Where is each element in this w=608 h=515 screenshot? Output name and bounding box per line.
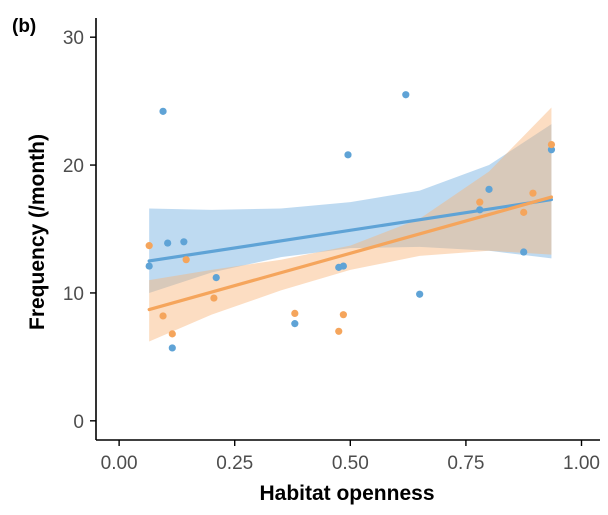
data-point-s2-11 xyxy=(529,189,537,197)
x-axis-title: Habitat openness xyxy=(259,482,434,505)
data-point-s2-4 xyxy=(182,256,190,264)
data-point-s1-3 xyxy=(164,239,172,247)
data-point-s1-11 xyxy=(402,91,410,99)
data-point-s2-2 xyxy=(159,312,167,320)
data-point-s2-12 xyxy=(547,141,556,149)
data-point-s1-7 xyxy=(291,320,299,328)
data-point-s1-12 xyxy=(416,290,424,298)
data-point-s2-7 xyxy=(335,327,343,335)
data-point-s1-9 xyxy=(339,262,347,270)
data-point-s1-10 xyxy=(344,151,352,159)
y-tick-label: 10 xyxy=(63,284,84,305)
data-points xyxy=(145,91,556,352)
data-point-s1-4 xyxy=(168,344,176,352)
x-tick-label: 0.75 xyxy=(447,453,484,474)
y-tick-label: 0 xyxy=(73,412,84,433)
data-point-s2-9 xyxy=(476,198,484,206)
data-point-s2-3 xyxy=(168,330,176,338)
y-tick-label: 20 xyxy=(63,156,84,177)
fit-lines xyxy=(147,195,554,312)
data-point-s2-1 xyxy=(145,242,153,250)
data-point-s2-5 xyxy=(210,294,218,302)
data-point-s1-13 xyxy=(476,206,484,214)
data-point-s1-2 xyxy=(159,107,167,115)
x-tick-label: 0.00 xyxy=(101,453,138,474)
data-point-s2-10 xyxy=(520,208,528,216)
x-axis-ticks: 0.00 0.25 0.50 0.75 1.00 xyxy=(101,440,600,474)
x-tick-label: 0.25 xyxy=(216,453,253,474)
data-point-s2-6 xyxy=(291,309,299,317)
y-axis-title: Frequency (/month) xyxy=(26,134,49,330)
y-tick-label: 30 xyxy=(63,28,84,49)
data-point-s1-5 xyxy=(180,238,188,246)
confidence-band-1 xyxy=(149,124,552,293)
data-point-s2-8 xyxy=(339,311,347,319)
data-point-s1-14 xyxy=(485,185,493,193)
fit-line-1 xyxy=(147,197,554,263)
y-axis-ticks: 0 10 20 30 xyxy=(63,28,96,433)
data-point-s1-16 xyxy=(547,146,556,154)
x-tick-label: 1.00 xyxy=(563,453,600,474)
data-point-s1-15 xyxy=(520,248,528,256)
panel-label: (b) xyxy=(12,16,36,37)
x-tick-label: 0.50 xyxy=(332,453,369,474)
data-point-s1-6 xyxy=(212,273,220,282)
data-point-s1-1 xyxy=(145,262,153,270)
confidence-bands xyxy=(149,107,552,342)
fit-line-2 xyxy=(147,195,554,312)
